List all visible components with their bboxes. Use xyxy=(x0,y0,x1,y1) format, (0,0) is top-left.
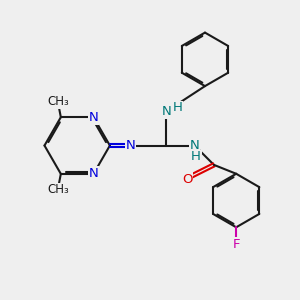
Text: N: N xyxy=(126,139,136,152)
Text: H: H xyxy=(191,150,201,163)
Text: CH₃: CH₃ xyxy=(47,183,69,196)
Text: O: O xyxy=(182,172,192,186)
Text: F: F xyxy=(232,238,240,251)
Text: N: N xyxy=(161,105,171,118)
Text: N: N xyxy=(89,111,98,124)
Text: CH₃: CH₃ xyxy=(47,95,69,108)
Text: N: N xyxy=(89,167,98,180)
Text: N: N xyxy=(190,139,200,152)
Text: H: H xyxy=(173,101,183,114)
